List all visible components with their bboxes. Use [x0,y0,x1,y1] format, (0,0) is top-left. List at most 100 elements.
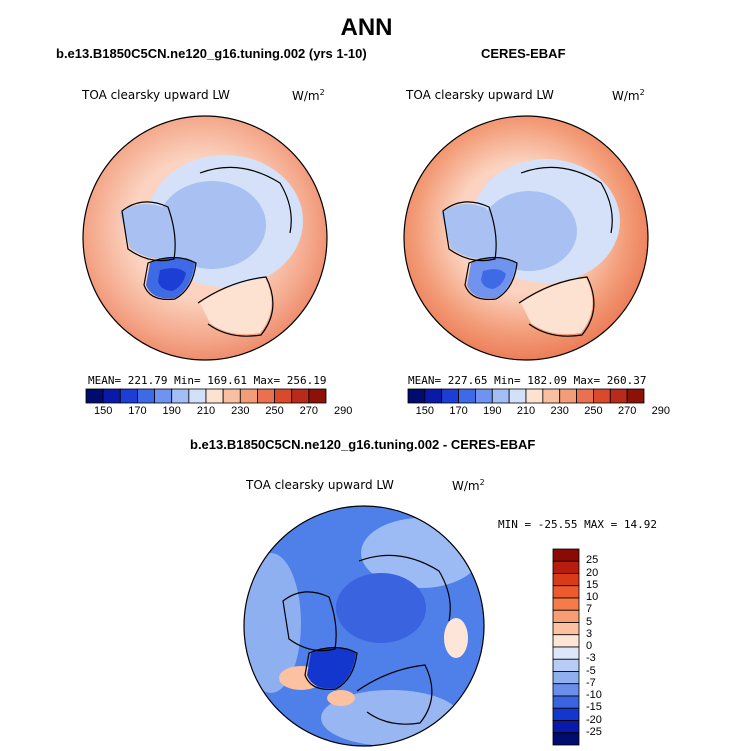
colorbar-tick-label: 5 [586,615,593,628]
panel2-coast-canada [442,201,497,262]
colorbar-tick-label: 210 [516,405,536,417]
colorbar-swatch [308,388,327,404]
panel3-map-outline [243,505,485,747]
panel1-variable: TOA clearsky upward LW [82,88,230,102]
panel3-title: b.e13.B1850C5CN.ne120_g16.tuning.002 - C… [190,437,536,452]
panel1-greenland-core [158,268,186,291]
colorbar-tick-label: 150 [415,405,435,417]
colorbar-swatch [424,388,443,404]
colorbar-tick-label: 150 [93,405,113,417]
colorbar-tick-label: -25 [586,725,602,738]
colorbar-swatch [552,609,580,623]
colorbar-tick-label: -3 [586,652,596,665]
panel2-canada-land [441,204,498,260]
panel2-colorbar [407,388,645,404]
panel1-map-outline [82,115,328,361]
panel3-map [243,505,485,747]
colorbar-tick-label: 230 [231,405,250,417]
colorbar-swatch [257,388,275,404]
colorbar-tick-label: -10 [586,689,602,701]
colorbar-swatch [552,720,580,734]
colorbar-swatch [205,388,224,404]
colorbar-swatch [552,560,580,574]
colorbar-tick-label: 170 [128,405,147,417]
colorbar-tick-label: -5 [586,664,596,677]
panel1-canada-land [120,204,177,260]
colorbar-tick-label: 250 [265,405,284,417]
colorbar-swatch [274,388,293,404]
colorbar-swatch [508,388,527,404]
colorbar-swatch [552,573,580,587]
panel3-light-ring-west [244,553,301,693]
colorbar-swatch [222,388,241,404]
colorbar-swatch [171,388,190,404]
panel3-warm-patch-2 [327,690,355,706]
colorbar-swatch [552,695,580,709]
colorbar-swatch [119,388,138,404]
panel3-variable: TOA clearsky upward LW [246,478,394,492]
panel2-colorbar-labels: 150 170 190 210 230 250 270 290 [408,405,670,419]
panel1-coast-eurasia [197,276,274,337]
colorbar-swatch [552,585,580,599]
colorbar-swatch [552,622,580,636]
colorbar-tick-label: 230 [550,405,569,417]
colorbar-tick-label: 7 [586,603,593,616]
panel2-eurasia [521,278,593,335]
colorbar-swatch [475,388,493,404]
panel1-arctic-mid [158,181,266,269]
colorbar-swatch [552,646,580,660]
colorbar-swatch [102,388,121,404]
panel2-greenland-core [481,269,506,289]
colorbar-swatch [525,388,544,404]
colorbar-swatch [552,548,580,562]
colorbar-tick-label: 190 [162,405,181,417]
colorbar-tick-label: 0 [586,640,593,652]
panel2-coast-eurasia [518,276,595,337]
panel3-coast-eurasia [356,664,433,725]
panel1-map [82,115,328,361]
panel3-coast-canada [282,591,337,652]
colorbar-tick-label: 270 [617,405,637,417]
colorbar-swatch [552,732,580,746]
colorbar-swatch [542,388,561,404]
colorbar-tick-label: 10 [586,591,599,603]
panel1-coast-greenland [143,256,197,301]
colorbar-tick-label: -15 [586,701,602,714]
colorbar-tick-label: -7 [586,676,596,689]
colorbar-swatch [441,388,459,404]
colorbar-tick-label: 210 [196,405,216,417]
panel2-coast-greenland [464,256,518,301]
panel2-map [403,115,649,361]
panel3-stats: MIN = -25.55 MAX = 14.92 [498,518,657,531]
panel2-variable: TOA clearsky upward LW [406,88,554,102]
panel1-coast-siberia [199,166,292,234]
panel2-units: W/m2 [612,88,645,103]
colorbar-tick-label: 15 [586,578,599,591]
colorbar-swatch [552,707,580,721]
panel3-coast-greenland [304,646,358,691]
panel1-colorbar-labels: 150 170 190 210 230 250 270 290 [86,405,352,419]
colorbar-swatch [85,388,104,404]
colorbar-tick-label: 290 [651,405,671,417]
colorbar-swatch [552,683,580,697]
colorbar-swatch [559,388,577,404]
colorbar-swatch [458,388,476,404]
panel2-title: CERES-EBAF [481,46,566,61]
panel3-colorbar-labels: 25 20 15 10 7 5 3 0 -3 -5 -7 -10 -15 -20 -25 [586,549,616,745]
colorbar-swatch [239,388,258,404]
panel1-units: W/m2 [292,88,325,103]
panel2-coast-siberia [520,166,613,234]
colorbar-swatch [552,671,580,685]
panel3-colorbar [552,548,580,746]
colorbar-tick-label: 20 [586,566,599,579]
colorbar-swatch [576,388,594,404]
main-title: ANN [340,14,393,41]
panel1-coast-canada [121,201,176,262]
colorbar-tick-label: 3 [586,627,593,640]
colorbar-swatch [188,388,207,404]
colorbar-swatch [593,388,611,404]
colorbar-tick-label: 290 [333,405,353,417]
colorbar-swatch [291,388,310,404]
panel3-coast-siberia [358,554,451,622]
colorbar-tick-label: 170 [449,405,468,417]
